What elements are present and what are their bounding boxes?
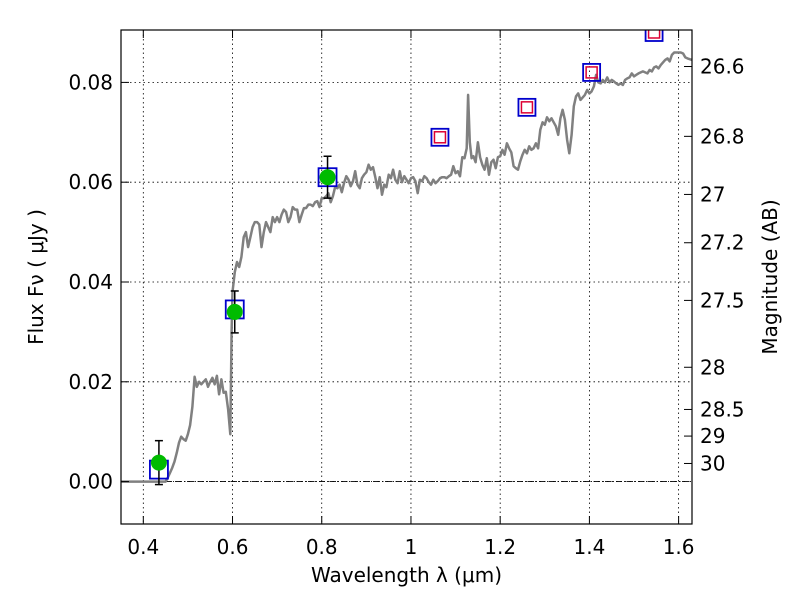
y-tick-label: 0.06	[68, 170, 113, 194]
y-tick-label: 0.08	[68, 70, 113, 94]
model-spectrum-line	[121, 51, 692, 483]
y-tick-label: 0.02	[68, 370, 113, 394]
x-tick-label: 1.6	[663, 535, 695, 559]
model-spectrum	[121, 51, 692, 483]
mag-tick-label: 27	[700, 182, 725, 206]
x-axis-label: Wavelength λ (μm)	[311, 563, 502, 587]
observed-point	[226, 303, 243, 320]
x-tick-label: 0.8	[306, 535, 338, 559]
predicted-box-inner	[520, 101, 534, 114]
axis-ticks: 0.4 0.6 0.8 1 1.2 1.4 1.6 0.00 0.02 0.04 0.06 0.08 2…	[68, 30, 745, 559]
x-tick-label: 1.4	[573, 535, 605, 559]
photometry-markers	[149, 30, 664, 486]
mag-tick-label: 27.2	[700, 231, 745, 255]
predicted-box-inner	[433, 131, 447, 144]
mag-tick-label: 29	[700, 424, 725, 448]
mag-tick-label: 28.5	[700, 397, 745, 421]
mag-tick-label: 30	[700, 451, 725, 475]
mag-tick-label: 26.8	[700, 124, 745, 148]
observed-point	[150, 454, 167, 471]
predicted-box-outer	[430, 127, 450, 147]
y-tick-label: 0.00	[68, 470, 113, 494]
predicted-box-inner	[647, 30, 661, 39]
mag-tick-label: 26.6	[700, 55, 745, 79]
mag-tick-label: 28	[700, 355, 725, 379]
predicted-box-outer	[517, 97, 537, 117]
mag-tick-label: 27.5	[700, 288, 745, 312]
predicted-box-outer	[644, 30, 664, 42]
y2-axis-label: Magnitude (AB)	[758, 199, 782, 354]
y-tick-label: 0.04	[68, 270, 113, 294]
observed-point	[319, 169, 336, 186]
predicted-box-outer	[582, 63, 602, 82]
x-tick-label: 0.6	[217, 535, 249, 559]
x-tick-label: 1.2	[484, 535, 516, 559]
grid-lines	[121, 30, 692, 524]
plot-frame	[120, 29, 693, 525]
y-axis-label: Flux Fν ( μJy )	[24, 209, 48, 345]
x-tick-label: 0.4	[127, 535, 159, 559]
predicted-box-inner	[585, 66, 598, 79]
x-tick-label: 1	[405, 535, 418, 559]
